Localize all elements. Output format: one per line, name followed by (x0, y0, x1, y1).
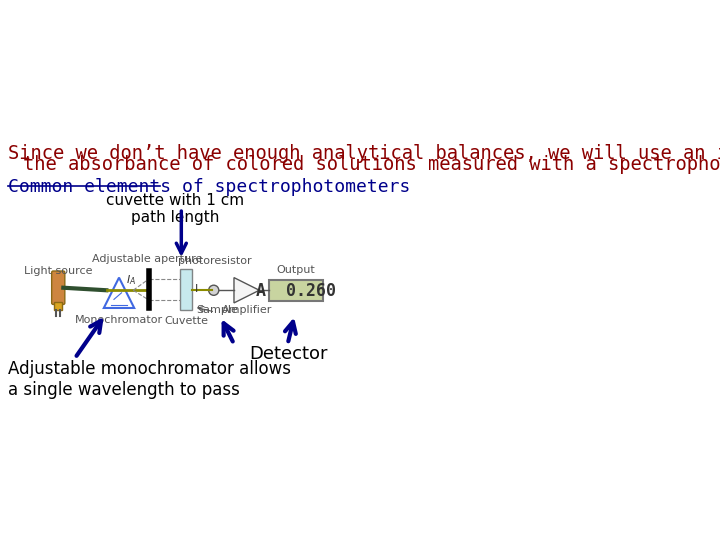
Circle shape (209, 285, 219, 295)
Text: Output: Output (276, 265, 315, 275)
Polygon shape (234, 278, 259, 303)
Text: the absorbance of colored solutions measured with a spectrophotometer: the absorbance of colored solutions meas… (23, 154, 720, 173)
Text: Sample: Sample (196, 306, 238, 315)
Text: photoresistor: photoresistor (178, 256, 251, 266)
FancyBboxPatch shape (52, 271, 65, 305)
Text: Cuvette: Cuvette (164, 315, 208, 326)
Text: cuvette with 1 cm
path length: cuvette with 1 cm path length (106, 193, 244, 225)
Text: Adjustable aperture: Adjustable aperture (91, 254, 202, 264)
Bar (180, 269, 192, 309)
FancyBboxPatch shape (269, 280, 323, 301)
Text: Amplifier: Amplifier (222, 306, 272, 315)
Text: I: I (194, 284, 198, 294)
Text: Monochromator: Monochromator (75, 315, 163, 325)
Text: Light source: Light source (24, 266, 92, 276)
FancyBboxPatch shape (54, 302, 63, 309)
Text: Adjustable monochromator allows
a single wavelength to pass: Adjustable monochromator allows a single… (8, 360, 291, 399)
Text: A  0.260: A 0.260 (256, 282, 336, 300)
Text: $I_A$: $I_A$ (126, 273, 135, 287)
Text: Detector: Detector (249, 345, 328, 363)
Text: Since we don’t have enough analytical balances, we will use an indirect measure:: Since we don’t have enough analytical ba… (8, 144, 720, 164)
Text: Common elements of spectrophotometers: Common elements of spectrophotometers (8, 178, 410, 196)
